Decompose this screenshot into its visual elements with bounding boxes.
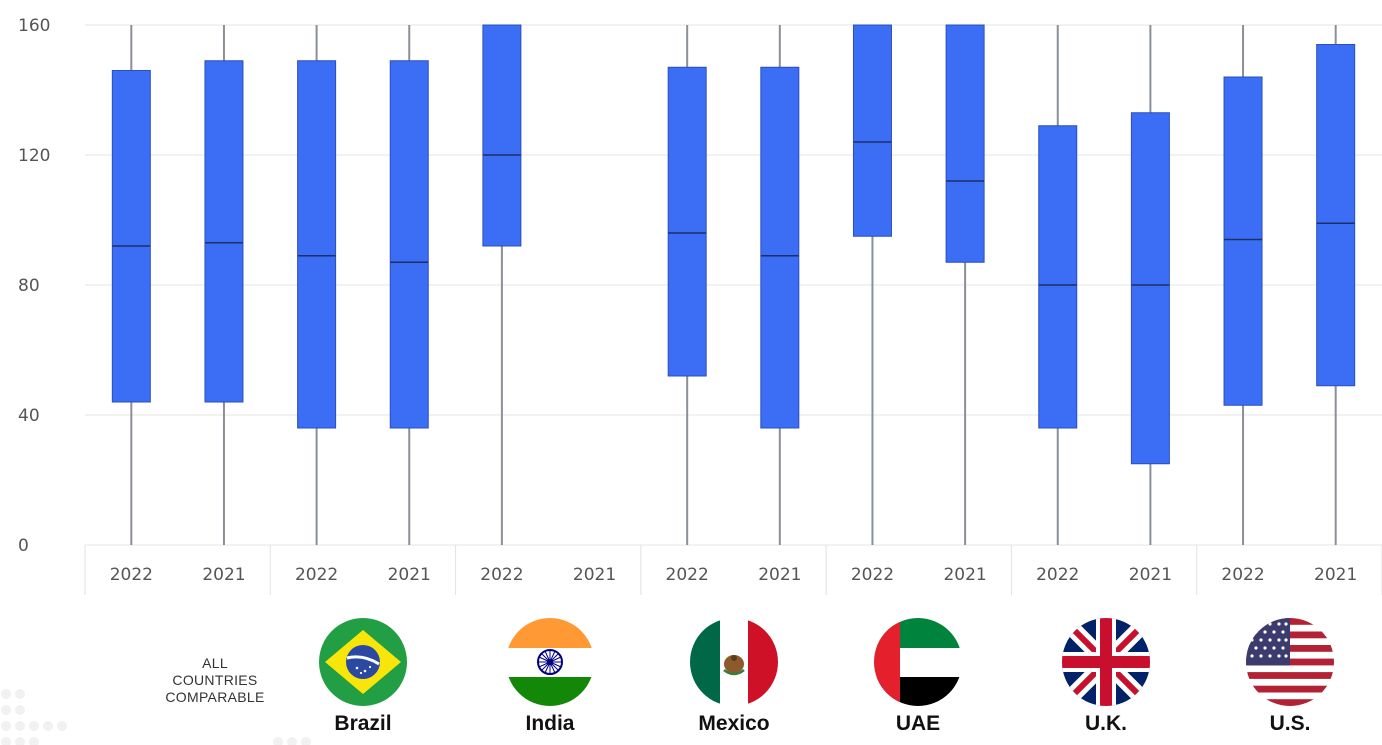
x-tick-label: 2021 <box>202 565 245 585</box>
x-tick-label: 2021 <box>1314 565 1357 585</box>
box <box>1223 76 1263 406</box>
country-india: India <box>490 618 610 736</box>
us-flag-icon <box>1246 618 1334 706</box>
x-tick-label: 2021 <box>943 565 986 585</box>
uae-flag-icon <box>874 618 962 706</box>
x-tick-label: 2021 <box>573 565 616 585</box>
mexico-flag-icon <box>690 618 778 706</box>
country-us: U.S. <box>1230 618 1350 736</box>
boxplot-chart: 0 40 80 120 160 2022 2021 2022 2021 2022 2021 2022 2… <box>18 16 1382 595</box>
all-countries-comparable-label: ALL COUNTRIES COMPARABLE <box>150 655 280 706</box>
y-tick-label: 160 <box>18 16 50 36</box>
all-comparable-line-3: COMPARABLE <box>165 689 265 705</box>
country-name: India <box>525 712 575 735</box>
uk-flag-icon <box>1062 618 1150 706</box>
country-name: UAE <box>895 712 941 735</box>
x-tick-label: 2022 <box>1036 565 1079 585</box>
x-tick-label: 2022 <box>851 565 894 585</box>
all-comparable-line-2: COUNTRIES <box>172 672 258 688</box>
country-name: U.K. <box>1085 712 1127 735</box>
country-brazil: Brazil <box>303 618 423 736</box>
country-uae: UAE <box>858 618 978 736</box>
box <box>852 24 892 237</box>
y-tick-label: 80 <box>18 276 40 296</box>
box <box>297 60 337 429</box>
box <box>667 66 707 377</box>
chart-svg: 0 40 80 120 160 2022 2021 2022 2021 2022 2021 2022 2… <box>18 16 1382 595</box>
all-comparable-line-1: ALL <box>202 655 228 671</box>
country-name: Mexico <box>698 712 770 735</box>
x-tick-label: 2022 <box>110 565 153 585</box>
decorative-dots <box>1 689 311 745</box>
country-uk: U.K. <box>1046 618 1166 736</box>
box <box>760 66 800 429</box>
y-tick-label: 120 <box>18 146 50 166</box>
x-tick-label: 2021 <box>1129 565 1172 585</box>
x-tick-label: 2022 <box>480 565 523 585</box>
india-flag-icon <box>506 618 594 706</box>
x-tick-label: 2022 <box>1221 565 1264 585</box>
x-tick-label: 2022 <box>666 565 709 585</box>
x-tick-label: 2021 <box>388 565 431 585</box>
y-tick-label: 40 <box>18 406 40 426</box>
x-tick-label: 2021 <box>758 565 801 585</box>
box <box>1130 112 1170 465</box>
box <box>945 24 985 263</box>
brazil-flag-icon <box>319 618 407 706</box>
box <box>1038 125 1078 429</box>
box <box>1316 44 1356 387</box>
box <box>389 60 429 429</box>
x-tick-label: 2022 <box>295 565 338 585</box>
box <box>482 24 522 247</box>
country-name: Brazil <box>334 712 392 735</box>
country-mexico: Mexico <box>674 618 794 736</box>
y-tick-label: 0 <box>18 536 29 556</box>
box <box>204 60 244 403</box>
country-name: U.S. <box>1269 712 1311 735</box>
box <box>111 70 151 403</box>
